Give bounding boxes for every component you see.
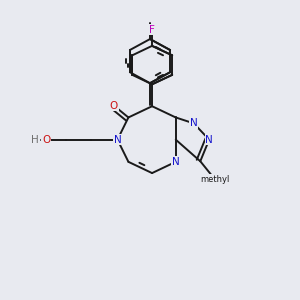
Text: O: O <box>42 135 50 145</box>
Text: O: O <box>110 100 118 111</box>
Text: methyl: methyl <box>200 175 230 184</box>
Text: N: N <box>172 157 180 167</box>
Text: N: N <box>114 135 121 145</box>
Text: N: N <box>190 118 198 128</box>
Text: H: H <box>31 135 39 145</box>
Text: N: N <box>205 135 213 145</box>
Text: F: F <box>149 25 155 34</box>
